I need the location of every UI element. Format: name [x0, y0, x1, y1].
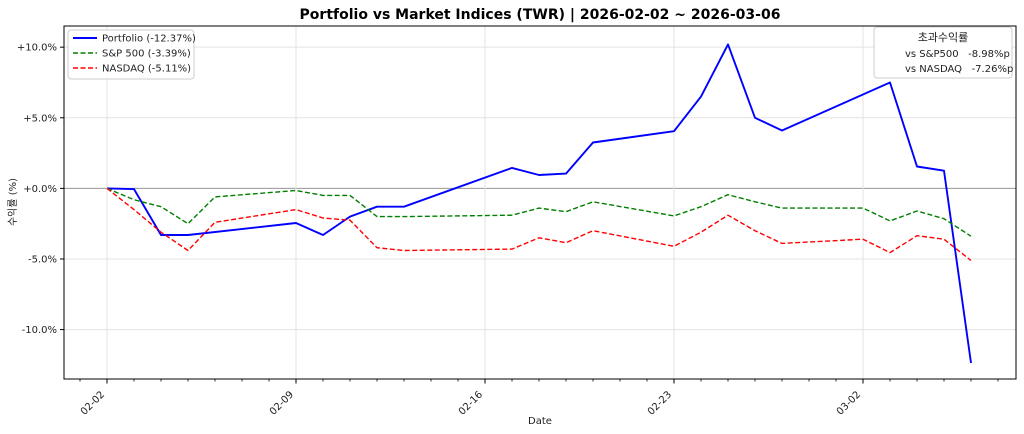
- excess-box-frame: [873, 26, 1013, 79]
- series-layer: [106, 43, 972, 364]
- y-tick-label: +5.0%: [23, 113, 57, 124]
- grid-layer: [64, 26, 1016, 379]
- excess-box-line: vs NASDAQ -7.26%p: [905, 64, 1013, 75]
- legend: Portfolio (-12.37%) S&P 500 (-3.39%) NASDA…: [67, 29, 196, 80]
- excess-box-title: 초과수익률: [918, 31, 969, 44]
- y-tick-label: -5.0%: [28, 254, 57, 265]
- series-line-sp500: [106, 187, 972, 237]
- legend-label: S&P 500 (-3.39%): [102, 49, 191, 60]
- y-tick-label: -10.0%: [22, 325, 57, 336]
- legend-frame: [67, 29, 195, 80]
- x-axis-label: Date: [528, 416, 552, 427]
- plot-area: [63, 25, 1017, 380]
- series-line-nasdaq: [106, 187, 972, 262]
- x-tick-label: 02-09: [268, 389, 296, 417]
- x-tick-label: 02-02: [79, 389, 107, 417]
- chart-title: Portfolio vs Market Indices (TWR) | 2026…: [300, 7, 781, 23]
- x-tick-label: 03-02: [835, 389, 863, 417]
- y-tick-label: +10.0%: [17, 43, 57, 54]
- legend-label: NASDAQ (-5.11%): [102, 64, 191, 75]
- series-line-portfolio: [106, 43, 972, 364]
- legend-label: Portfolio (-12.37%): [102, 34, 196, 45]
- excess-return-box: 초과수익률 vs S&P500 -8.98%p vs NASDAQ -7.26%p: [873, 26, 1013, 79]
- y-axis-label: 수익률 (%): [7, 178, 19, 226]
- y-tick-label: +0.0%: [23, 184, 57, 195]
- excess-box-line: vs S&P500 -8.98%p: [905, 49, 1010, 60]
- x-tick-label: 02-16: [457, 389, 485, 417]
- x-tick-label: 02-23: [646, 389, 674, 417]
